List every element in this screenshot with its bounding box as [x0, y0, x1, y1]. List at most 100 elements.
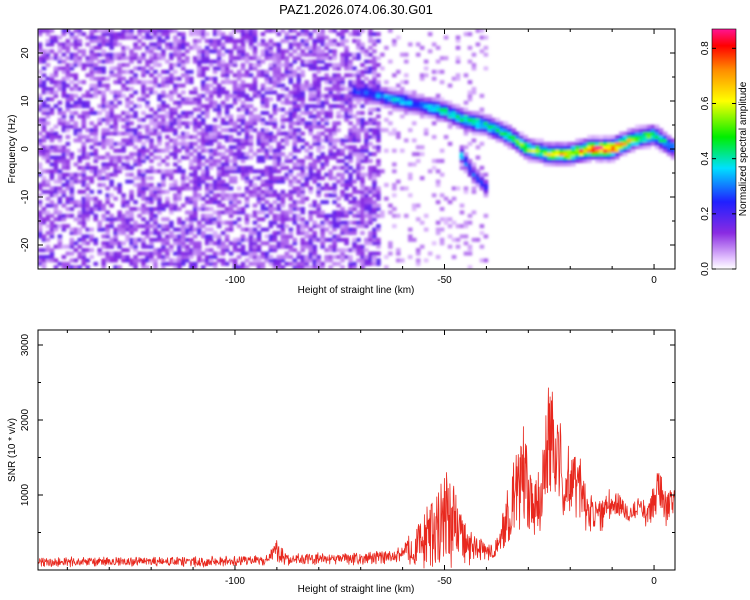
spectrogram-cell	[65, 244, 71, 249]
spectrogram-cell	[57, 244, 63, 249]
spectrogram-cell	[384, 254, 389, 260]
spectrogram-cell	[312, 258, 317, 263]
spectrogram-cell	[376, 128, 381, 133]
spectrogram-cell	[296, 261, 302, 266]
spectrogram-cell	[603, 152, 608, 157]
spectrogram-cell	[165, 148, 170, 153]
spectrogram-cell	[137, 258, 142, 263]
spectrogram-cell	[232, 124, 238, 129]
spectrogram-cell	[471, 186, 477, 191]
spectrogram-cell	[101, 134, 106, 140]
spectrogram-cell	[284, 193, 290, 198]
spectrogram-cell	[399, 114, 405, 119]
spectrogram-cell	[248, 110, 254, 116]
spectrogram-cell	[368, 152, 373, 157]
spectrogram-cell	[45, 29, 51, 33]
spectrogram-cell	[93, 128, 99, 133]
spectrogram-cell	[141, 56, 146, 61]
spectrogram-cell	[240, 90, 246, 95]
spectrogram-cell	[268, 66, 274, 71]
spectrogram-cell	[451, 121, 457, 126]
spectrogram-cell	[332, 241, 337, 246]
spectrogram-cell	[296, 230, 302, 236]
spectrogram-cell	[85, 152, 91, 157]
spectrogram-cell	[551, 155, 556, 160]
spectrogram-cell	[181, 131, 186, 136]
spectrogram-cell	[316, 237, 321, 242]
spectrogram-cell	[435, 110, 441, 116]
spectrogram-cell	[284, 49, 290, 54]
spectrogram-cell	[157, 32, 162, 37]
spectrogram-cell	[145, 45, 150, 50]
spectrogram-cell	[376, 244, 381, 249]
spectrogram-cell	[192, 203, 198, 208]
spectrogram-cell	[419, 97, 425, 102]
spectrogram-cell	[69, 196, 75, 201]
spectrogram-cell	[388, 97, 393, 102]
spectrogram-cell	[296, 227, 302, 232]
spectrogram-cell	[356, 117, 361, 122]
spectrogram-cell	[272, 42, 278, 47]
spectrogram-cell	[65, 62, 71, 68]
spectrogram-cell	[149, 176, 154, 181]
spectrogram-cell	[57, 241, 63, 246]
spectrogram-cell	[356, 42, 361, 47]
spectrogram-cell	[61, 224, 67, 229]
spectrogram-cell	[471, 90, 477, 95]
spectrogram-cell	[555, 162, 560, 167]
spectrogram-cell	[173, 117, 178, 122]
spectrogram-cell	[173, 38, 178, 44]
spectrogram-cell	[396, 83, 401, 88]
spectrogram-cell	[642, 141, 648, 146]
spectrogram-cell	[105, 114, 110, 119]
spectrogram-cell	[240, 206, 246, 212]
spectrogram-cell	[463, 100, 469, 105]
spectrogram-cell	[149, 131, 154, 136]
spectrogram-cell	[316, 121, 321, 126]
spectrogram-cell	[212, 179, 218, 184]
spectrogram-cell	[268, 234, 274, 239]
spectrogram-cell	[149, 165, 154, 170]
spectrogram-cell	[268, 237, 274, 242]
spectrogram-cell	[268, 138, 274, 143]
spectrogram-cell	[579, 145, 584, 150]
spectrogram-cell	[248, 141, 254, 146]
spectrogram-cell	[105, 210, 110, 215]
spectrogram-cell	[81, 213, 87, 218]
spectrogram-cell	[81, 32, 87, 37]
spectrogram-cell	[531, 148, 536, 153]
spectrogram-cell	[360, 179, 365, 184]
spectrogram-cell	[348, 138, 353, 143]
spectrogram-cell	[41, 169, 47, 174]
spectrogram-cell	[137, 117, 142, 122]
spectrogram-cell	[181, 237, 186, 242]
spectrogram-cell	[495, 128, 501, 133]
spectrogram-cell	[181, 203, 186, 208]
spectrogram-cell	[232, 62, 238, 68]
spectrogram-cell	[368, 189, 373, 194]
spectrogram-cell	[336, 248, 341, 253]
spectrogram-cell	[208, 42, 214, 47]
spectrogram-cell	[149, 158, 154, 164]
spectrogram-cell	[308, 90, 314, 95]
spectrogram-cell	[185, 224, 190, 229]
spectrogram-cell	[308, 97, 314, 102]
spectrogram-cell	[248, 104, 254, 109]
spectrogram-cell	[38, 220, 43, 225]
spectrogram-cell	[368, 203, 373, 208]
spectrogram-cell	[360, 251, 365, 256]
spectrogram-cell	[336, 86, 341, 92]
spectrogram-cell	[220, 261, 226, 266]
spectrogram-cell	[141, 134, 146, 140]
spectrogram-cell	[125, 117, 130, 122]
spectrogram-cell	[316, 104, 321, 109]
spectrogram-cell	[320, 42, 325, 47]
spectrogram-cell	[595, 155, 600, 160]
spectrogram-cell	[614, 138, 620, 143]
spectrogram-cell	[320, 227, 325, 232]
spectrogram-cell	[129, 29, 134, 33]
spectrogram-cell	[61, 172, 67, 177]
spectrogram-cell	[200, 265, 206, 269]
spectrogram-cell	[77, 114, 83, 119]
